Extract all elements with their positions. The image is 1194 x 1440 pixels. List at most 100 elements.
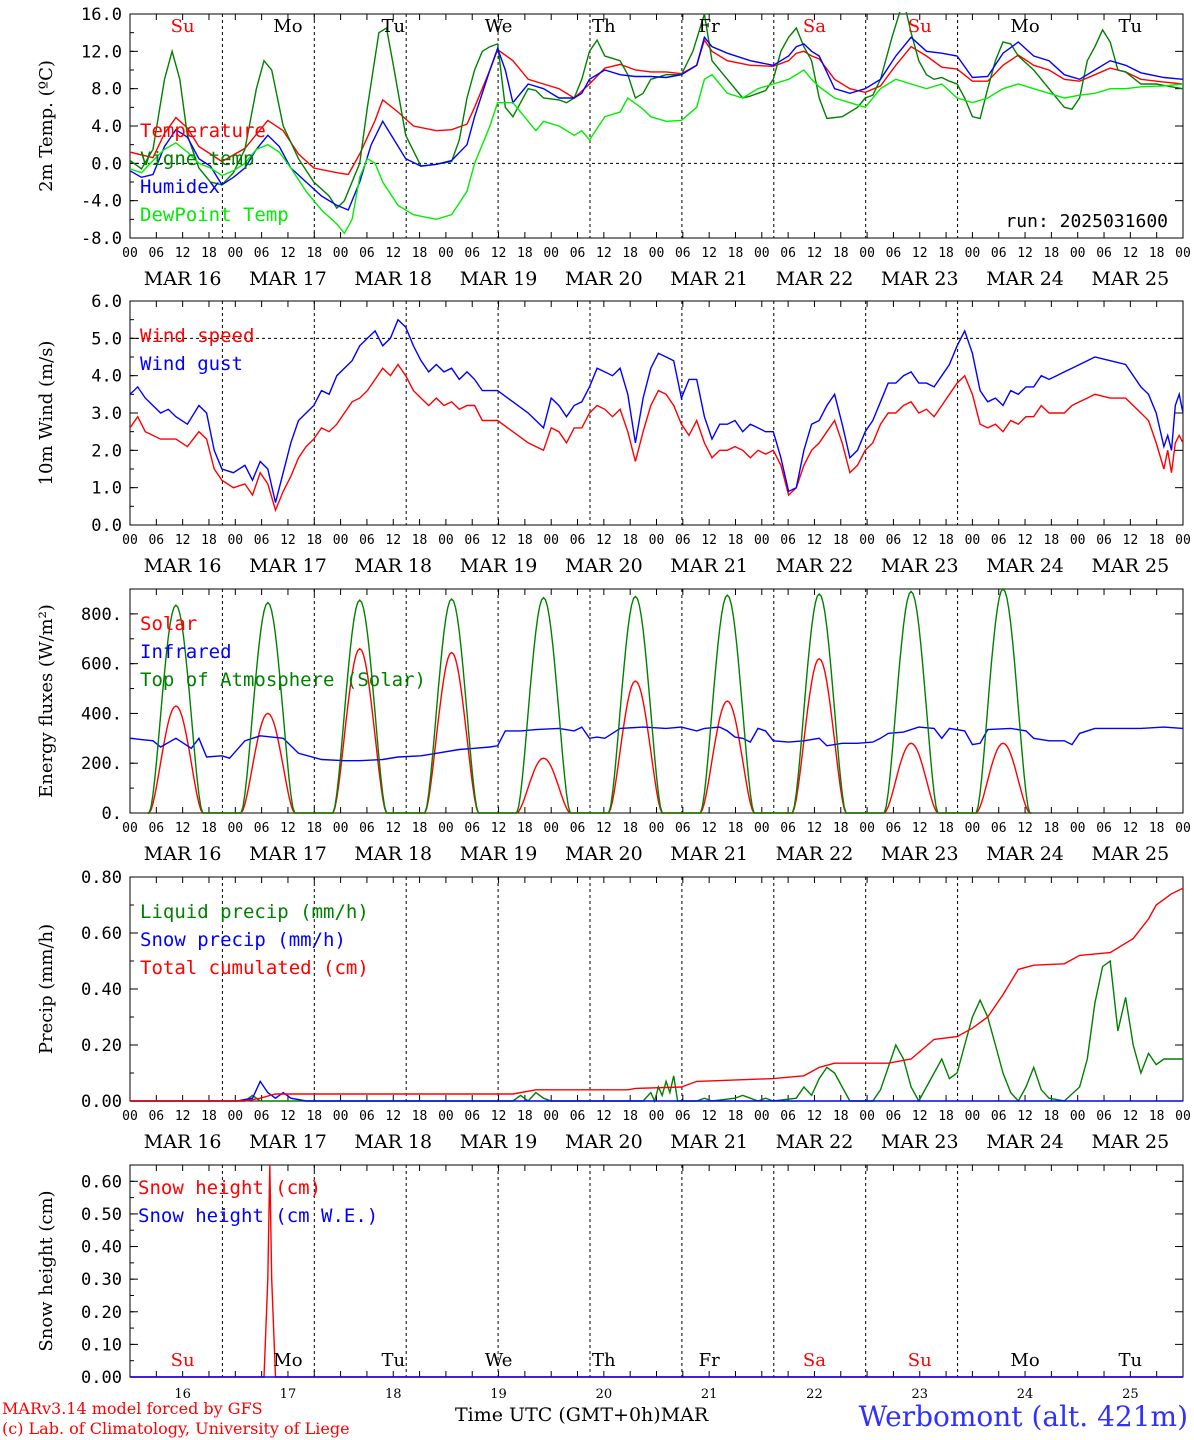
day-label: MAR 18	[354, 555, 432, 577]
hour-tick-label: 18	[201, 821, 217, 836]
hour-tick-label: 06	[148, 821, 164, 836]
day-label: MAR 25	[1091, 843, 1169, 865]
hour-tick-label: 06	[886, 821, 902, 836]
series-line-infrared	[130, 726, 1183, 762]
legend-entry: Wind speed	[140, 325, 254, 347]
y-tick-label: -4.0	[81, 192, 122, 212]
hour-tick-label: 12	[1123, 533, 1139, 548]
legend-entry: Temperature	[140, 120, 266, 142]
hour-tick-label: 06	[359, 821, 375, 836]
hour-tick-label: 06	[359, 246, 375, 261]
y-tick-label: 0.80	[81, 868, 122, 888]
series-line-wind-gust	[130, 318, 1183, 503]
hour-tick-label: 06	[675, 1109, 691, 1124]
hour-tick-label: 18	[728, 533, 744, 548]
hour-tick-label: 12	[280, 821, 296, 836]
day-label: MAR 21	[670, 843, 748, 865]
hour-tick-label: 12	[912, 821, 928, 836]
hour-tick-label: 18	[1044, 1109, 1060, 1124]
hour-tick-label: 00	[1175, 821, 1191, 836]
hour-tick-label: 12	[385, 821, 401, 836]
chart-panel-2: 0.0 1.0 2.0 3.0 4.0 5.0 6.0 10m Wind (m/s) 00 06 1…	[36, 292, 1191, 577]
y-tick-label: 200.	[81, 754, 122, 774]
day-label: MAR 17	[249, 268, 327, 290]
hour-tick-label: 18	[306, 1109, 322, 1124]
legend-entry: Solar	[140, 613, 197, 635]
hour-tick-label: 06	[464, 246, 480, 261]
hour-tick-label: 18	[201, 1109, 217, 1124]
day-label: MAR 25	[1091, 555, 1169, 577]
y-tick-label: 0.40	[81, 1238, 122, 1258]
hour-tick-label: 18	[1149, 246, 1165, 261]
hour-tick-label: 00	[438, 821, 454, 836]
day-label: MAR 21	[670, 555, 748, 577]
weekday-label: Sa	[803, 16, 826, 37]
weekday-label-bottom: Su	[171, 1350, 195, 1371]
hour-tick-label: 12	[596, 1109, 612, 1124]
hour-tick-label: 12	[701, 533, 717, 548]
y-tick-label: 0.0	[91, 516, 122, 536]
day-label: MAR 17	[249, 1131, 327, 1153]
hour-tick-label: 00	[1070, 246, 1086, 261]
hour-tick-label: 12	[1123, 821, 1139, 836]
hour-tick-label: 00	[438, 1109, 454, 1124]
y-tick-label: 0.60	[81, 924, 122, 944]
hour-tick-label: 00	[122, 533, 138, 548]
weekday-label-bottom: Sa	[803, 1350, 826, 1371]
day-label: MAR 21	[670, 1131, 748, 1153]
day-label: MAR 16	[144, 1131, 222, 1153]
hour-tick-label: 06	[675, 533, 691, 548]
hour-tick-label: 00	[122, 1109, 138, 1124]
hour-tick-label: 12	[701, 246, 717, 261]
hour-tick-label: 00	[543, 246, 559, 261]
day-number: 17	[280, 1387, 297, 1402]
hour-tick-label: 12	[912, 246, 928, 261]
legend-entry: Snow precip (mm/h)	[140, 929, 346, 951]
hour-tick-label: 12	[385, 246, 401, 261]
hour-tick-label: 18	[938, 246, 954, 261]
hour-tick-label: 12	[175, 533, 191, 548]
y-tick-label: 0.30	[81, 1270, 122, 1290]
hour-tick-label: 12	[807, 821, 823, 836]
hour-tick-label: 18	[833, 533, 849, 548]
y-tick-label: 0.40	[81, 980, 122, 1000]
day-label: MAR 18	[354, 1131, 432, 1153]
hour-tick-label: 06	[254, 1109, 270, 1124]
weekday-label-bottom: Mo	[273, 1350, 302, 1371]
hour-tick-label: 18	[728, 1109, 744, 1124]
hour-tick-label: 06	[254, 533, 270, 548]
hour-tick-label: 18	[622, 246, 638, 261]
hour-tick-label: 00	[754, 821, 770, 836]
day-number: 24	[1017, 1387, 1034, 1402]
hour-tick-label: 12	[596, 246, 612, 261]
y-tick-label: -8.0	[81, 229, 122, 249]
y-axis-title: Precip (mm/h)	[36, 924, 57, 1054]
y-tick-label: 4.0	[91, 367, 122, 387]
hour-tick-label: 12	[491, 246, 507, 261]
hour-tick-label: 00	[965, 246, 981, 261]
hour-tick-label: 18	[306, 821, 322, 836]
hour-tick-label: 06	[1096, 1109, 1112, 1124]
y-tick-label: 3.0	[91, 404, 122, 424]
day-label: MAR 22	[776, 555, 854, 577]
hour-tick-label: 18	[622, 533, 638, 548]
hour-tick-label: 12	[385, 533, 401, 548]
hour-tick-label: 12	[807, 533, 823, 548]
day-number: 21	[701, 1387, 718, 1402]
hour-tick-label: 12	[1123, 246, 1139, 261]
hour-tick-label: 00	[1175, 533, 1191, 548]
day-label: MAR 18	[354, 843, 432, 865]
legend-entry: Total cumulated (cm)	[140, 957, 369, 979]
hour-tick-label: 00	[543, 1109, 559, 1124]
hour-tick-label: 00	[649, 246, 665, 261]
hour-tick-label: 18	[622, 821, 638, 836]
y-tick-label: 8.0	[91, 80, 122, 100]
hour-tick-label: 18	[412, 533, 428, 548]
day-label: MAR 25	[1091, 268, 1169, 290]
weekday-label: Mo	[1010, 16, 1039, 37]
hour-tick-label: 00	[649, 533, 665, 548]
day-label: MAR 22	[776, 843, 854, 865]
hour-tick-label: 18	[728, 821, 744, 836]
hour-tick-label: 06	[780, 1109, 796, 1124]
series-line-humidex	[130, 35, 1183, 211]
